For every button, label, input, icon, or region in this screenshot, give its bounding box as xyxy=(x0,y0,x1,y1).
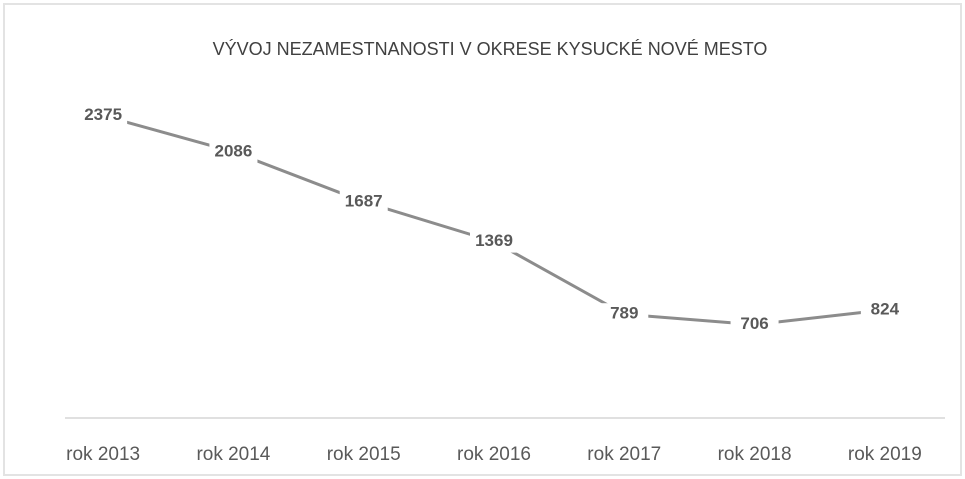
data-label: 2375 xyxy=(84,105,122,124)
x-tick-label: rok 2015 xyxy=(327,444,401,465)
x-tick-label: rok 2019 xyxy=(848,444,922,465)
data-label: 706 xyxy=(740,314,768,333)
x-tick-label: rok 2013 xyxy=(66,444,140,465)
x-tick-label: rok 2014 xyxy=(196,444,270,465)
label-bg xyxy=(470,230,518,253)
chart-title: VÝVOJ NEZAMESTNANOSTI V OKRESE KYSUCKÉ N… xyxy=(213,39,768,59)
label-bg xyxy=(860,298,909,321)
label-bg xyxy=(730,313,779,336)
data-label: 824 xyxy=(871,299,900,318)
x-tick-label: rok 2018 xyxy=(718,444,792,465)
data-label: 1687 xyxy=(345,191,383,210)
label-bg xyxy=(209,140,258,163)
data-label: 789 xyxy=(610,304,638,323)
label-bg xyxy=(600,303,649,326)
data-label: 1369 xyxy=(475,231,513,250)
x-tick-label: rok 2017 xyxy=(587,444,661,465)
data-label: 2086 xyxy=(215,141,253,160)
label-bg xyxy=(79,104,128,127)
label-bg xyxy=(339,190,388,213)
x-tick-label: rok 2016 xyxy=(457,444,531,465)
